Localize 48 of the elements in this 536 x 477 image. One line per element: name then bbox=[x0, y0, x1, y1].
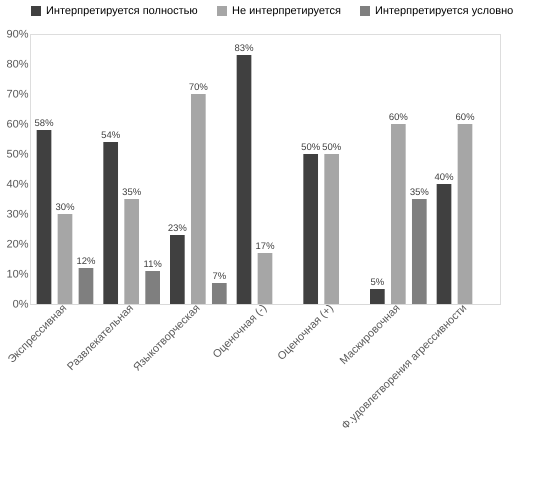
legend-label: Интерпретируется полностью bbox=[46, 5, 198, 17]
bar bbox=[370, 289, 385, 304]
y-tick-label: 30% bbox=[6, 208, 29, 220]
data-label: 54% bbox=[101, 130, 121, 141]
data-label: 17% bbox=[255, 241, 276, 252]
bar bbox=[145, 271, 160, 304]
y-tick-label: 20% bbox=[6, 238, 29, 250]
legend-label: Не интерпретируется bbox=[232, 5, 342, 17]
data-label: 40% bbox=[434, 172, 454, 183]
data-label: 58% bbox=[34, 118, 54, 129]
bar bbox=[303, 154, 318, 304]
data-label: 35% bbox=[410, 187, 430, 198]
bar bbox=[78, 268, 94, 304]
data-label: 23% bbox=[168, 223, 188, 234]
bar bbox=[58, 214, 72, 304]
data-label: 50% bbox=[301, 142, 321, 153]
bar bbox=[458, 124, 472, 304]
bar bbox=[236, 55, 252, 304]
data-label: 83% bbox=[234, 43, 254, 54]
data-label: 30% bbox=[55, 202, 76, 213]
bar bbox=[436, 184, 452, 304]
bar bbox=[170, 235, 185, 304]
bar bbox=[324, 154, 340, 304]
data-label: 60% bbox=[388, 112, 408, 123]
bar bbox=[212, 283, 227, 304]
data-label: 5% bbox=[370, 277, 385, 288]
data-label: 35% bbox=[122, 187, 142, 198]
bar bbox=[258, 253, 272, 304]
data-label: 12% bbox=[76, 256, 96, 267]
bar bbox=[412, 199, 427, 304]
bar bbox=[36, 130, 52, 304]
bar bbox=[390, 124, 406, 304]
bar bbox=[190, 94, 206, 304]
y-tick-label: 10% bbox=[6, 268, 29, 280]
bar bbox=[103, 142, 118, 304]
legend-label: Интерпретируется условно bbox=[375, 5, 514, 17]
data-label: 50% bbox=[322, 142, 342, 153]
data-label: 60% bbox=[455, 112, 476, 123]
data-label: 11% bbox=[144, 259, 162, 270]
y-tick-label: 50% bbox=[6, 148, 29, 160]
y-tick-label: 60% bbox=[6, 118, 29, 130]
data-label: 70% bbox=[188, 82, 208, 93]
y-tick-label: 90% bbox=[6, 28, 29, 40]
y-tick-label: 70% bbox=[6, 88, 29, 100]
y-tick-label: 80% bbox=[6, 58, 29, 70]
data-label: 7% bbox=[212, 271, 227, 282]
bar bbox=[124, 199, 140, 304]
y-tick-label: 40% bbox=[6, 178, 29, 190]
